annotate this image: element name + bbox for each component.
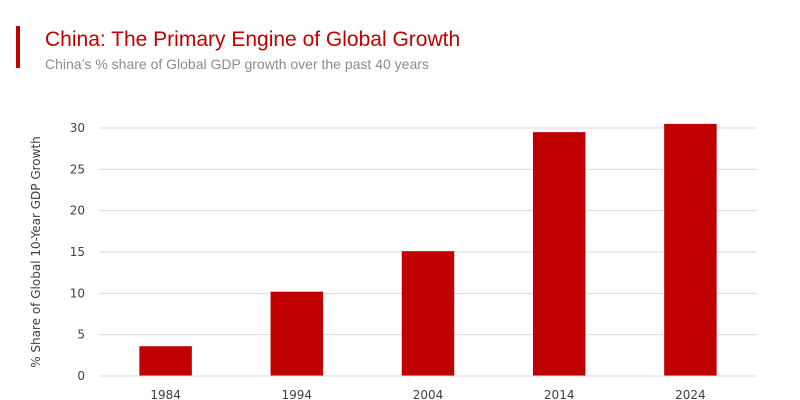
- y-tick-label: 15: [70, 245, 85, 259]
- x-tick-label: 2004: [413, 388, 444, 400]
- bar-1984: [139, 346, 192, 376]
- chart-title: China: The Primary Engine of Global Grow…: [45, 28, 461, 51]
- x-tick-label: 2014: [544, 388, 575, 400]
- x-tick-label: 1984: [150, 388, 181, 400]
- bars: [139, 123, 717, 376]
- y-tick-label: 30: [70, 121, 85, 135]
- y-axis-label: % Share of Global 10-Year GDP Growth: [29, 136, 43, 368]
- x-tick-label: 2024: [675, 388, 706, 400]
- title-accent-bar: [16, 26, 20, 68]
- bar-1994: [270, 291, 324, 376]
- y-tick-label: 20: [70, 204, 85, 218]
- y-axis-ticks: 0 5 10 15 20 25 30: [70, 121, 85, 383]
- y-tick-label: 25: [70, 162, 85, 176]
- bar-2004: [401, 251, 455, 376]
- y-tick-label: 0: [77, 369, 85, 383]
- x-tick-label: 1994: [282, 388, 313, 400]
- bar-2024: [664, 123, 717, 376]
- y-tick-label: 5: [77, 328, 85, 342]
- bar-2014: [532, 132, 586, 376]
- y-tick-label: 10: [70, 286, 85, 300]
- x-axis-ticks: 1984 1994 2004 2014 2024: [150, 388, 705, 400]
- chart-subtitle: China’s % share of Global GDP growth ove…: [45, 56, 429, 72]
